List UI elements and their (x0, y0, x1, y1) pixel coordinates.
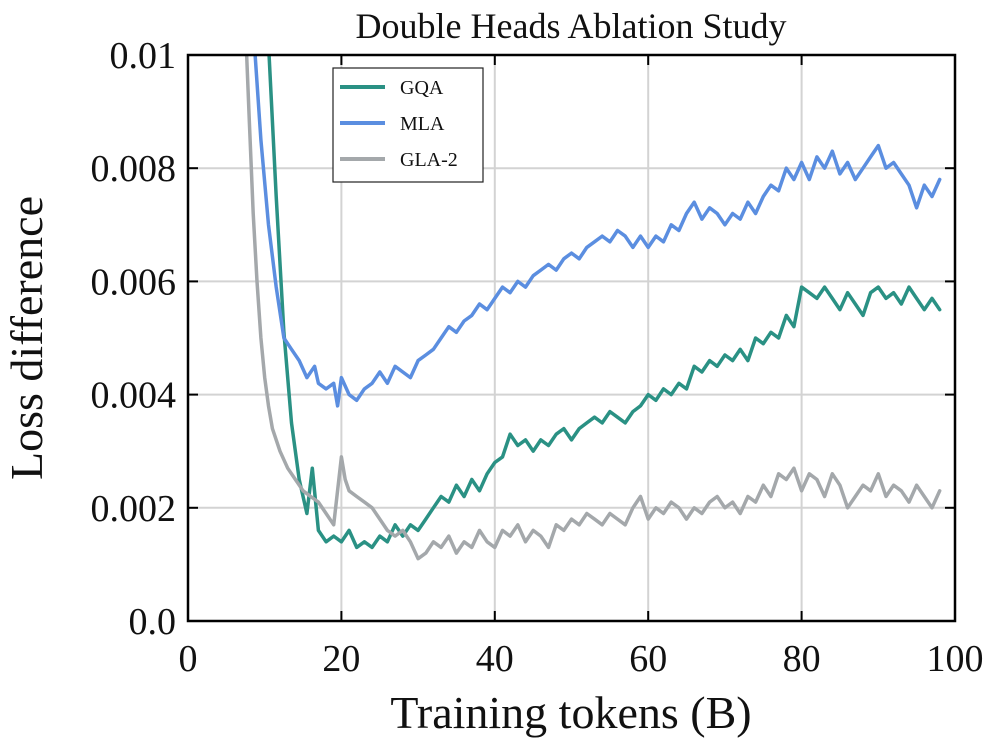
legend-label: GLA-2 (400, 149, 458, 171)
x-tick-label: 20 (322, 638, 360, 680)
legend: GQA MLA GLA-2 (332, 67, 484, 183)
y-tick-label: 0.002 (91, 488, 177, 530)
y-tick-label: 0.01 (110, 35, 177, 77)
tick-marks (187, 54, 956, 622)
x-tick-label: 100 (927, 638, 984, 680)
legend-label: MLA (400, 113, 445, 135)
series-line-gqa (267, 55, 942, 550)
x-axis-label: Training tokens (B) (390, 687, 751, 738)
series-line-gla-2 (244, 55, 942, 561)
series-group (244, 55, 942, 561)
y-tick-label: 0.004 (91, 375, 177, 417)
x-tick-label: 60 (629, 638, 667, 680)
y-tick-label: 0.008 (91, 148, 177, 190)
y-tick-label: 0.0 (129, 601, 177, 643)
y-axis-label: Loss difference (1, 196, 52, 480)
x-tick-labels: 0 20 40 60 80 100 (179, 638, 984, 680)
series-line-mla (253, 55, 942, 408)
y-tick-labels: 0.0 0.002 0.004 0.006 0.008 0.01 (91, 35, 177, 643)
chart-title: Double Heads Ablation Study (356, 6, 787, 46)
plot-frame (186, 53, 957, 623)
x-tick-label: 80 (783, 638, 821, 680)
x-tick-label: 40 (476, 638, 514, 680)
grid (188, 55, 955, 621)
y-tick-label: 0.006 (91, 261, 177, 303)
legend-label: GQA (400, 77, 444, 99)
x-tick-label: 0 (179, 638, 198, 680)
